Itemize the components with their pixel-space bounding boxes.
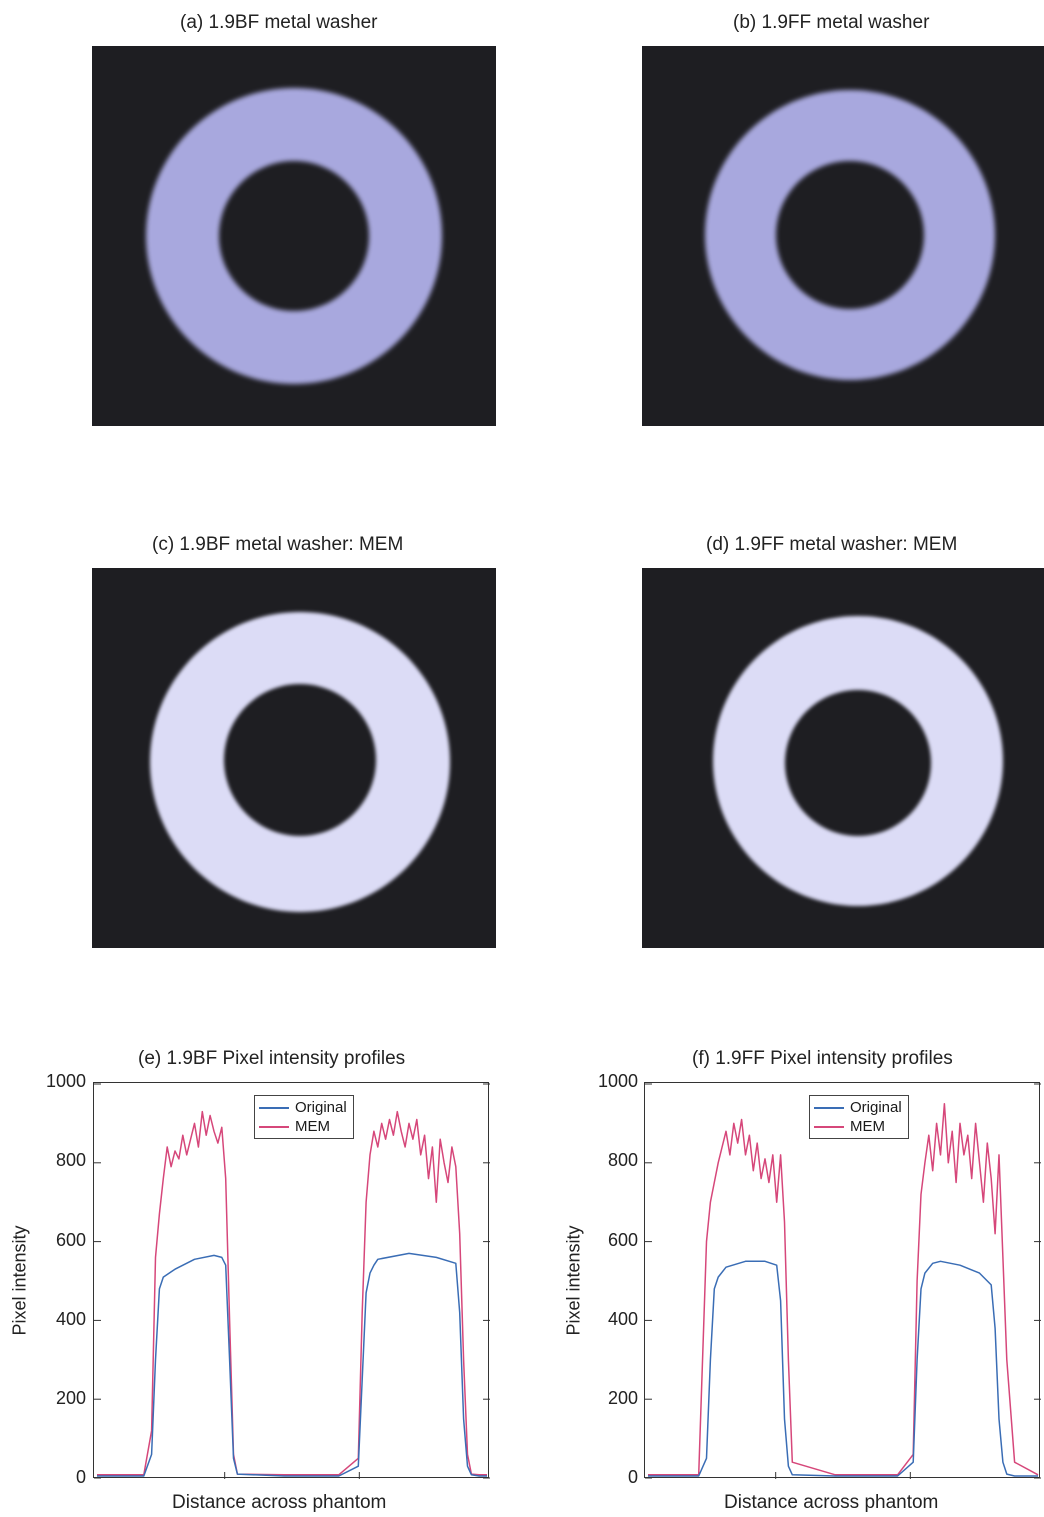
chart-f-ytick: 800	[607, 1150, 638, 1170]
legend-original-swatch	[259, 1106, 289, 1109]
chart-e-ytick: 400	[55, 1309, 86, 1329]
panel-a-title: (a) 1.9BF metal washer	[180, 12, 378, 33]
legend-mem: MEM	[259, 1117, 347, 1136]
chart-e-svg	[94, 1083, 490, 1479]
legend-original-label: Original	[850, 1099, 902, 1116]
chart-e-ylabel: Pixel intensity	[9, 1225, 30, 1336]
washer-ring-c	[150, 612, 451, 912]
legend-original-swatch	[814, 1106, 844, 1109]
chart-e-ytick: 600	[55, 1230, 86, 1250]
legend-original: Original	[814, 1098, 902, 1117]
chart-e-plot-area: Original MEM	[93, 1082, 490, 1479]
washer-image-b	[642, 46, 1044, 426]
chart-f-xlabel: Distance across phantom	[724, 1492, 939, 1513]
washer-ring-d	[713, 616, 1004, 906]
washer-image-d	[642, 568, 1044, 948]
washer-ring-b	[705, 90, 996, 380]
chart-e-series-mem	[97, 1110, 487, 1476]
chart-f-series-mem	[648, 1102, 1039, 1476]
chart-f-ytick: 400	[607, 1309, 638, 1329]
chart-f-legend: Original MEM	[809, 1095, 909, 1139]
legend-mem-swatch	[259, 1125, 289, 1128]
chart-f-ytick: 600	[607, 1230, 638, 1250]
washer-image-a	[92, 46, 496, 426]
chart-f-plot-area: Original MEM	[644, 1082, 1041, 1479]
chart-f-ytick: 0	[627, 1467, 638, 1487]
chart-f-series-original	[648, 1260, 1038, 1477]
chart-e-legend: Original MEM	[254, 1095, 354, 1139]
chart-f-svg	[645, 1083, 1041, 1479]
panel-d-title: (d) 1.9FF metal washer: MEM	[706, 534, 958, 555]
chart-f-ytick: 200	[607, 1388, 638, 1408]
panel-c-title: (c) 1.9BF metal washer: MEM	[152, 534, 404, 555]
chart-e-ytick: 1000	[45, 1071, 86, 1091]
chart-f-ylabel: Pixel intensity	[563, 1225, 584, 1336]
legend-mem-label: MEM	[850, 1118, 885, 1135]
chart-e-ytick: 800	[55, 1150, 86, 1170]
chart-e-ytick: 200	[55, 1388, 86, 1408]
chart-e-ytick: 0	[75, 1467, 86, 1487]
chart-e-xlabel: Distance across phantom	[172, 1492, 387, 1513]
chart-f-ytick: 1000	[597, 1071, 638, 1091]
panel-b-title: (b) 1.9FF metal washer	[733, 12, 930, 33]
chart-f-title: (f) 1.9FF Pixel intensity profiles	[692, 1048, 953, 1069]
legend-mem-label: MEM	[295, 1118, 330, 1135]
legend-mem-swatch	[814, 1125, 844, 1128]
chart-e-series-original	[97, 1252, 487, 1477]
legend-original: Original	[259, 1098, 347, 1117]
legend-original-label: Original	[295, 1099, 347, 1116]
washer-ring-a	[146, 88, 443, 384]
washer-image-c	[92, 568, 496, 948]
chart-e-title: (e) 1.9BF Pixel intensity profiles	[138, 1048, 406, 1069]
legend-mem: MEM	[814, 1117, 902, 1136]
